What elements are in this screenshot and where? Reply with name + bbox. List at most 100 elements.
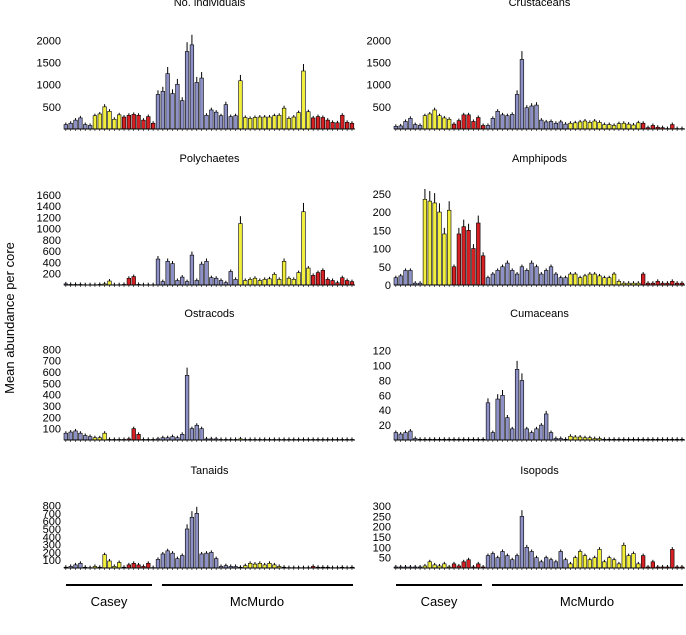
bar — [544, 557, 549, 569]
bar — [519, 59, 525, 130]
bar — [461, 226, 466, 286]
bar — [252, 277, 258, 286]
bar — [427, 561, 432, 569]
bar — [558, 277, 563, 286]
bar — [87, 125, 93, 130]
bar — [218, 280, 224, 286]
bar — [641, 555, 646, 569]
site-group-right: Casey McMurdo — [396, 584, 683, 609]
bar — [170, 93, 175, 130]
bar — [131, 563, 136, 569]
bar — [272, 115, 277, 130]
bar — [262, 279, 267, 286]
bar — [611, 125, 617, 130]
bar — [500, 266, 505, 286]
y-tick-label: 1200 — [37, 212, 61, 224]
bar — [160, 91, 165, 130]
bar — [558, 121, 563, 130]
bar — [403, 121, 408, 130]
bar — [495, 398, 500, 441]
bar — [243, 280, 248, 286]
bar — [335, 122, 340, 130]
bar — [553, 122, 558, 130]
y-axis-label: Mean abundance per core — [2, 242, 17, 394]
bar — [184, 281, 190, 286]
bar — [330, 122, 335, 130]
site-label-mcmurdo: McMurdo — [230, 594, 284, 609]
bar — [194, 424, 199, 441]
bar — [92, 115, 98, 130]
bar — [214, 558, 219, 569]
bar — [544, 270, 549, 286]
bar — [621, 122, 626, 130]
y-tick-label: 1000 — [367, 80, 391, 92]
bar — [621, 544, 626, 569]
y-tick-label: 200 — [373, 207, 391, 219]
bar — [447, 118, 452, 130]
bar — [107, 110, 112, 130]
site-label-casey: Casey — [91, 594, 128, 609]
bar — [248, 279, 253, 286]
y-tick-label: 100 — [373, 542, 391, 554]
bar — [539, 119, 544, 130]
bar — [301, 70, 306, 130]
bar — [577, 121, 583, 130]
bar — [340, 114, 345, 130]
bar — [204, 552, 209, 569]
bar — [344, 280, 350, 286]
bar — [442, 233, 447, 286]
bar — [165, 550, 170, 569]
bar — [592, 557, 597, 569]
bar — [102, 106, 107, 130]
chart-title: Polychaetes — [180, 153, 240, 165]
y-tick-label: 40 — [379, 405, 391, 417]
bar — [466, 229, 471, 286]
bar — [447, 209, 452, 286]
bar — [238, 223, 243, 286]
bar — [626, 123, 631, 130]
bar — [403, 270, 408, 286]
bar — [650, 125, 655, 130]
y-tick-label: 50 — [379, 553, 391, 565]
bar — [126, 114, 132, 130]
bar — [553, 561, 558, 569]
bar — [184, 528, 190, 569]
bar — [325, 119, 330, 130]
bar — [393, 277, 398, 286]
bar — [427, 113, 432, 130]
y-tick-label: 200 — [43, 412, 61, 424]
bar — [495, 557, 500, 569]
bar — [189, 254, 195, 286]
bar — [97, 113, 102, 130]
bar — [602, 124, 607, 130]
y-tick-label: 400 — [43, 257, 61, 269]
bar — [514, 369, 520, 441]
y-tick-label: 200 — [373, 522, 391, 534]
bar — [228, 271, 233, 286]
bar — [607, 277, 612, 286]
bar — [471, 248, 476, 286]
bar — [534, 266, 539, 286]
bar — [510, 270, 515, 286]
chart-panel: Crustaceans 500 1000 1500 2000 — [367, 0, 685, 131]
bar — [573, 557, 578, 569]
bar — [102, 432, 107, 441]
bar — [408, 118, 413, 130]
bar — [607, 124, 612, 130]
bar — [267, 116, 272, 130]
bar — [539, 561, 544, 569]
y-tick-label: 150 — [373, 532, 391, 544]
bar — [490, 432, 495, 441]
bar — [514, 273, 520, 286]
bar — [548, 559, 554, 569]
bar — [320, 117, 325, 130]
bar — [184, 375, 190, 441]
bar — [422, 198, 428, 286]
y-tick-label: 300 — [43, 540, 61, 552]
bar — [408, 430, 413, 441]
bar — [495, 270, 500, 286]
bar — [311, 117, 316, 130]
bar — [73, 119, 78, 130]
